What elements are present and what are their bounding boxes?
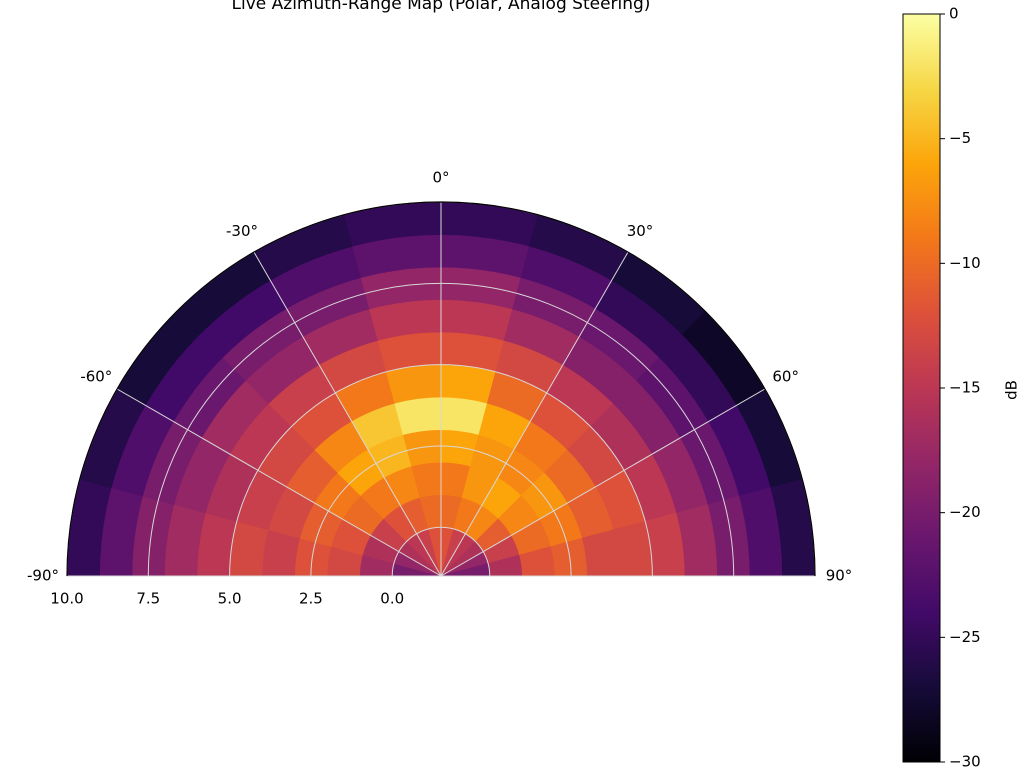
theta-tick-label: -60° xyxy=(80,368,112,386)
colorbar-tick-label: −20 xyxy=(949,503,981,521)
r-tick-label: 10.0 xyxy=(50,590,83,608)
theta-tick-label: 90° xyxy=(826,567,853,585)
r-tick-label: 7.5 xyxy=(136,590,160,608)
theta-tick-label: -90° xyxy=(27,567,59,585)
r-tick-label: 5.0 xyxy=(218,590,242,608)
colorbar-tick-label: −15 xyxy=(949,379,981,397)
chart-title: Live Azimuth-Range Map (Polar, Analog St… xyxy=(232,0,651,14)
colorbar-label: dB xyxy=(1003,380,1021,400)
colorbar-tick-label: −30 xyxy=(949,753,981,771)
r-tick-label: 2.5 xyxy=(299,590,323,608)
chart: Live Azimuth-Range Map (Polar, Analog St… xyxy=(0,0,1028,772)
theta-tick-label: 60° xyxy=(772,368,799,386)
heat-cell xyxy=(582,530,620,576)
colorbar xyxy=(903,14,940,762)
heat-cell xyxy=(386,365,441,404)
colorbar-tick-label: −5 xyxy=(949,129,971,147)
colorbar-tick-label: −25 xyxy=(949,628,981,646)
theta-tick-label: 0° xyxy=(432,169,449,187)
heat-cell xyxy=(441,365,496,404)
r-tick-label: 0.0 xyxy=(380,590,404,608)
heat-cell xyxy=(614,521,653,576)
colorbar-tick-label: −10 xyxy=(949,254,981,272)
theta-tick-label: -30° xyxy=(226,222,258,240)
colorbar-tick-label: 0 xyxy=(949,5,959,23)
theta-tick-label: 30° xyxy=(627,222,654,240)
heat-cell xyxy=(230,521,269,576)
heat-cell xyxy=(395,397,441,435)
